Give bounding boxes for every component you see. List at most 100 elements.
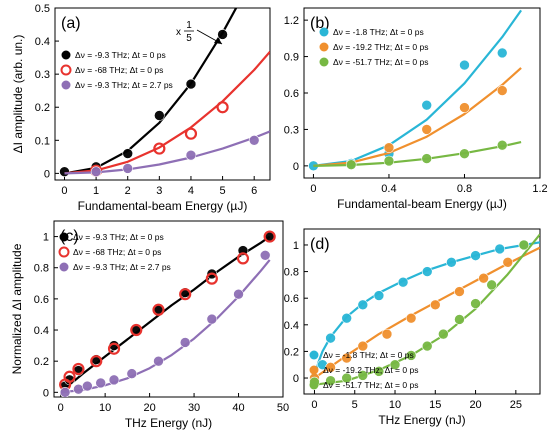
legend-marker — [58, 246, 70, 258]
data-point — [345, 159, 357, 170]
data-point — [122, 148, 134, 159]
panel-c: 0 10 20 30 40 50 0 0.2 0.4 0.6 0.8 1 THz Energy (nJ)… — [10, 220, 289, 430]
data-point — [438, 328, 449, 340]
x-tick-label: 5 — [220, 185, 226, 197]
y-tick-label: 0 — [44, 168, 50, 180]
data-point — [421, 266, 433, 277]
data-point — [405, 350, 417, 361]
x-tick-label: 5 — [352, 399, 358, 411]
data-point — [405, 312, 417, 324]
data-point — [496, 139, 508, 151]
y-tick-label: 0.4 — [34, 325, 49, 337]
x-tick-label: 0 — [61, 185, 67, 197]
y-axis-label: Normalized ΔI amplitude — [10, 243, 24, 374]
legend-marker — [59, 262, 69, 272]
y-tick-label: 0.6 — [34, 294, 49, 306]
data-point — [470, 298, 481, 309]
data-point — [216, 101, 229, 114]
legend-marker — [59, 232, 69, 242]
data-point — [72, 362, 85, 376]
legend-marker — [309, 365, 319, 375]
data-point — [153, 142, 166, 155]
legend-label: Δν = -19.2 THz; Δt = 0 ps — [333, 42, 428, 52]
y-tick-label: 0.9 — [284, 52, 299, 64]
data-point — [73, 383, 84, 395]
annotation-arrow-head — [214, 37, 222, 44]
data-point — [459, 102, 470, 113]
legend-label: Δν = -9.3 THz; Δt = 0 ps — [75, 50, 166, 60]
data-point — [496, 85, 508, 96]
data-point — [126, 368, 138, 379]
series-2 — [64, 130, 270, 178]
plot-frame — [303, 228, 541, 395]
x-tick-label: 10 — [99, 402, 111, 414]
data-point — [185, 78, 197, 90]
x-tick-label: 50 — [277, 402, 289, 414]
data-point — [107, 342, 121, 355]
data-point — [82, 380, 93, 392]
data-point — [429, 299, 441, 311]
y-tick-label: 0.2 — [284, 346, 299, 358]
x-tick-label: 4 — [188, 185, 194, 197]
data-point — [217, 29, 228, 40]
annotation-numerator: 1 — [186, 20, 192, 31]
annotation-denominator: 5 — [186, 33, 192, 44]
y-tick-label: 0.5 — [35, 3, 50, 15]
series-2 — [59, 249, 271, 397]
data-point — [152, 303, 165, 316]
x-axis-label: THz Energy (nJ) — [378, 413, 465, 427]
y-tick-label: 0.8 — [284, 267, 299, 279]
x-tick-label: 40 — [232, 402, 244, 414]
plot-frame — [54, 7, 271, 181]
series-2 — [313, 139, 522, 170]
x-tick-label: 1 — [93, 185, 99, 197]
panel-d: 0 5 10 15 20 25 0 0.2 0.4 0.6 0.8 1 THz Energy (nJ) (… — [284, 228, 541, 427]
data-point — [454, 286, 465, 297]
series-1 — [59, 230, 276, 391]
legend-label: Δν = -9.3 THz; Δt = 0 ps — [73, 232, 164, 242]
data-point — [478, 272, 489, 284]
fit-curve — [313, 246, 540, 379]
legend: Δν = -9.3 THz; Δt = 0 ps Δν = -68 THz; Δt… — [58, 232, 171, 272]
legend-label: Δν = -1.8 THz; Δt = 0 ps — [323, 350, 414, 360]
x-tick-label: 2 — [125, 185, 131, 197]
x-tick-label: 1.2 — [532, 183, 547, 195]
y-tick-label: 1 — [43, 232, 49, 244]
data-point — [373, 290, 385, 301]
legend-marker — [309, 380, 319, 390]
legend-marker — [319, 57, 329, 67]
legend: Δν = -1.8 THz; Δt = 0 ps Δν = -19.2 THz; … — [319, 27, 428, 67]
fit-curve — [313, 67, 522, 167]
data-point — [383, 155, 395, 167]
x-tick-label: 6 — [251, 185, 257, 197]
data-point — [494, 243, 506, 255]
data-point — [486, 279, 497, 291]
legend-label: Δν = -19.2 THz; Δt = 0 ps — [323, 365, 418, 375]
data-point — [108, 374, 120, 386]
annotation-prefix: x — [176, 27, 181, 38]
y-tick-label: 0.4 — [35, 36, 50, 48]
legend-label: Δν = -51.7 THz; Δt = 0 ps — [333, 57, 428, 67]
data-point — [205, 272, 218, 285]
data-point — [95, 377, 106, 389]
data-point — [383, 142, 395, 153]
x-tick-label: 15 — [429, 399, 441, 411]
data-point — [59, 166, 70, 178]
data-point — [184, 127, 198, 140]
data-point — [63, 370, 76, 383]
legend-marker — [61, 80, 71, 90]
data-point — [357, 370, 369, 381]
x-tick-label: 20 — [469, 399, 481, 411]
legend-marker — [319, 27, 329, 37]
data-point — [179, 288, 192, 301]
y-tick-label: 0 — [293, 373, 299, 385]
data-point — [263, 230, 276, 243]
legend-marker — [60, 64, 72, 76]
y-tick-label: 0.3 — [284, 124, 299, 136]
data-point — [153, 355, 164, 367]
y-tick-label: 0.6 — [284, 293, 299, 305]
panel-a: 0 1 2 3 4 5 6 0 0.1 0.2 0.3 0.4 0.5 Fundamental-beam … — [11, 3, 271, 213]
y-tick-label: 0 — [43, 387, 49, 399]
data-point — [470, 250, 481, 261]
legend-label: Δν = -9.3 THz; Δt = 2.7 ps — [75, 80, 173, 90]
